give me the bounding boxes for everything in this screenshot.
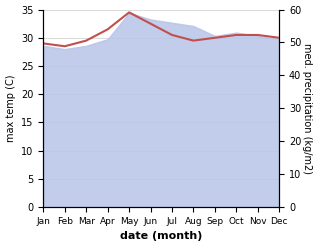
- Y-axis label: max temp (C): max temp (C): [5, 75, 16, 142]
- Y-axis label: med. precipitation (kg/m2): med. precipitation (kg/m2): [302, 43, 313, 174]
- X-axis label: date (month): date (month): [120, 231, 203, 242]
